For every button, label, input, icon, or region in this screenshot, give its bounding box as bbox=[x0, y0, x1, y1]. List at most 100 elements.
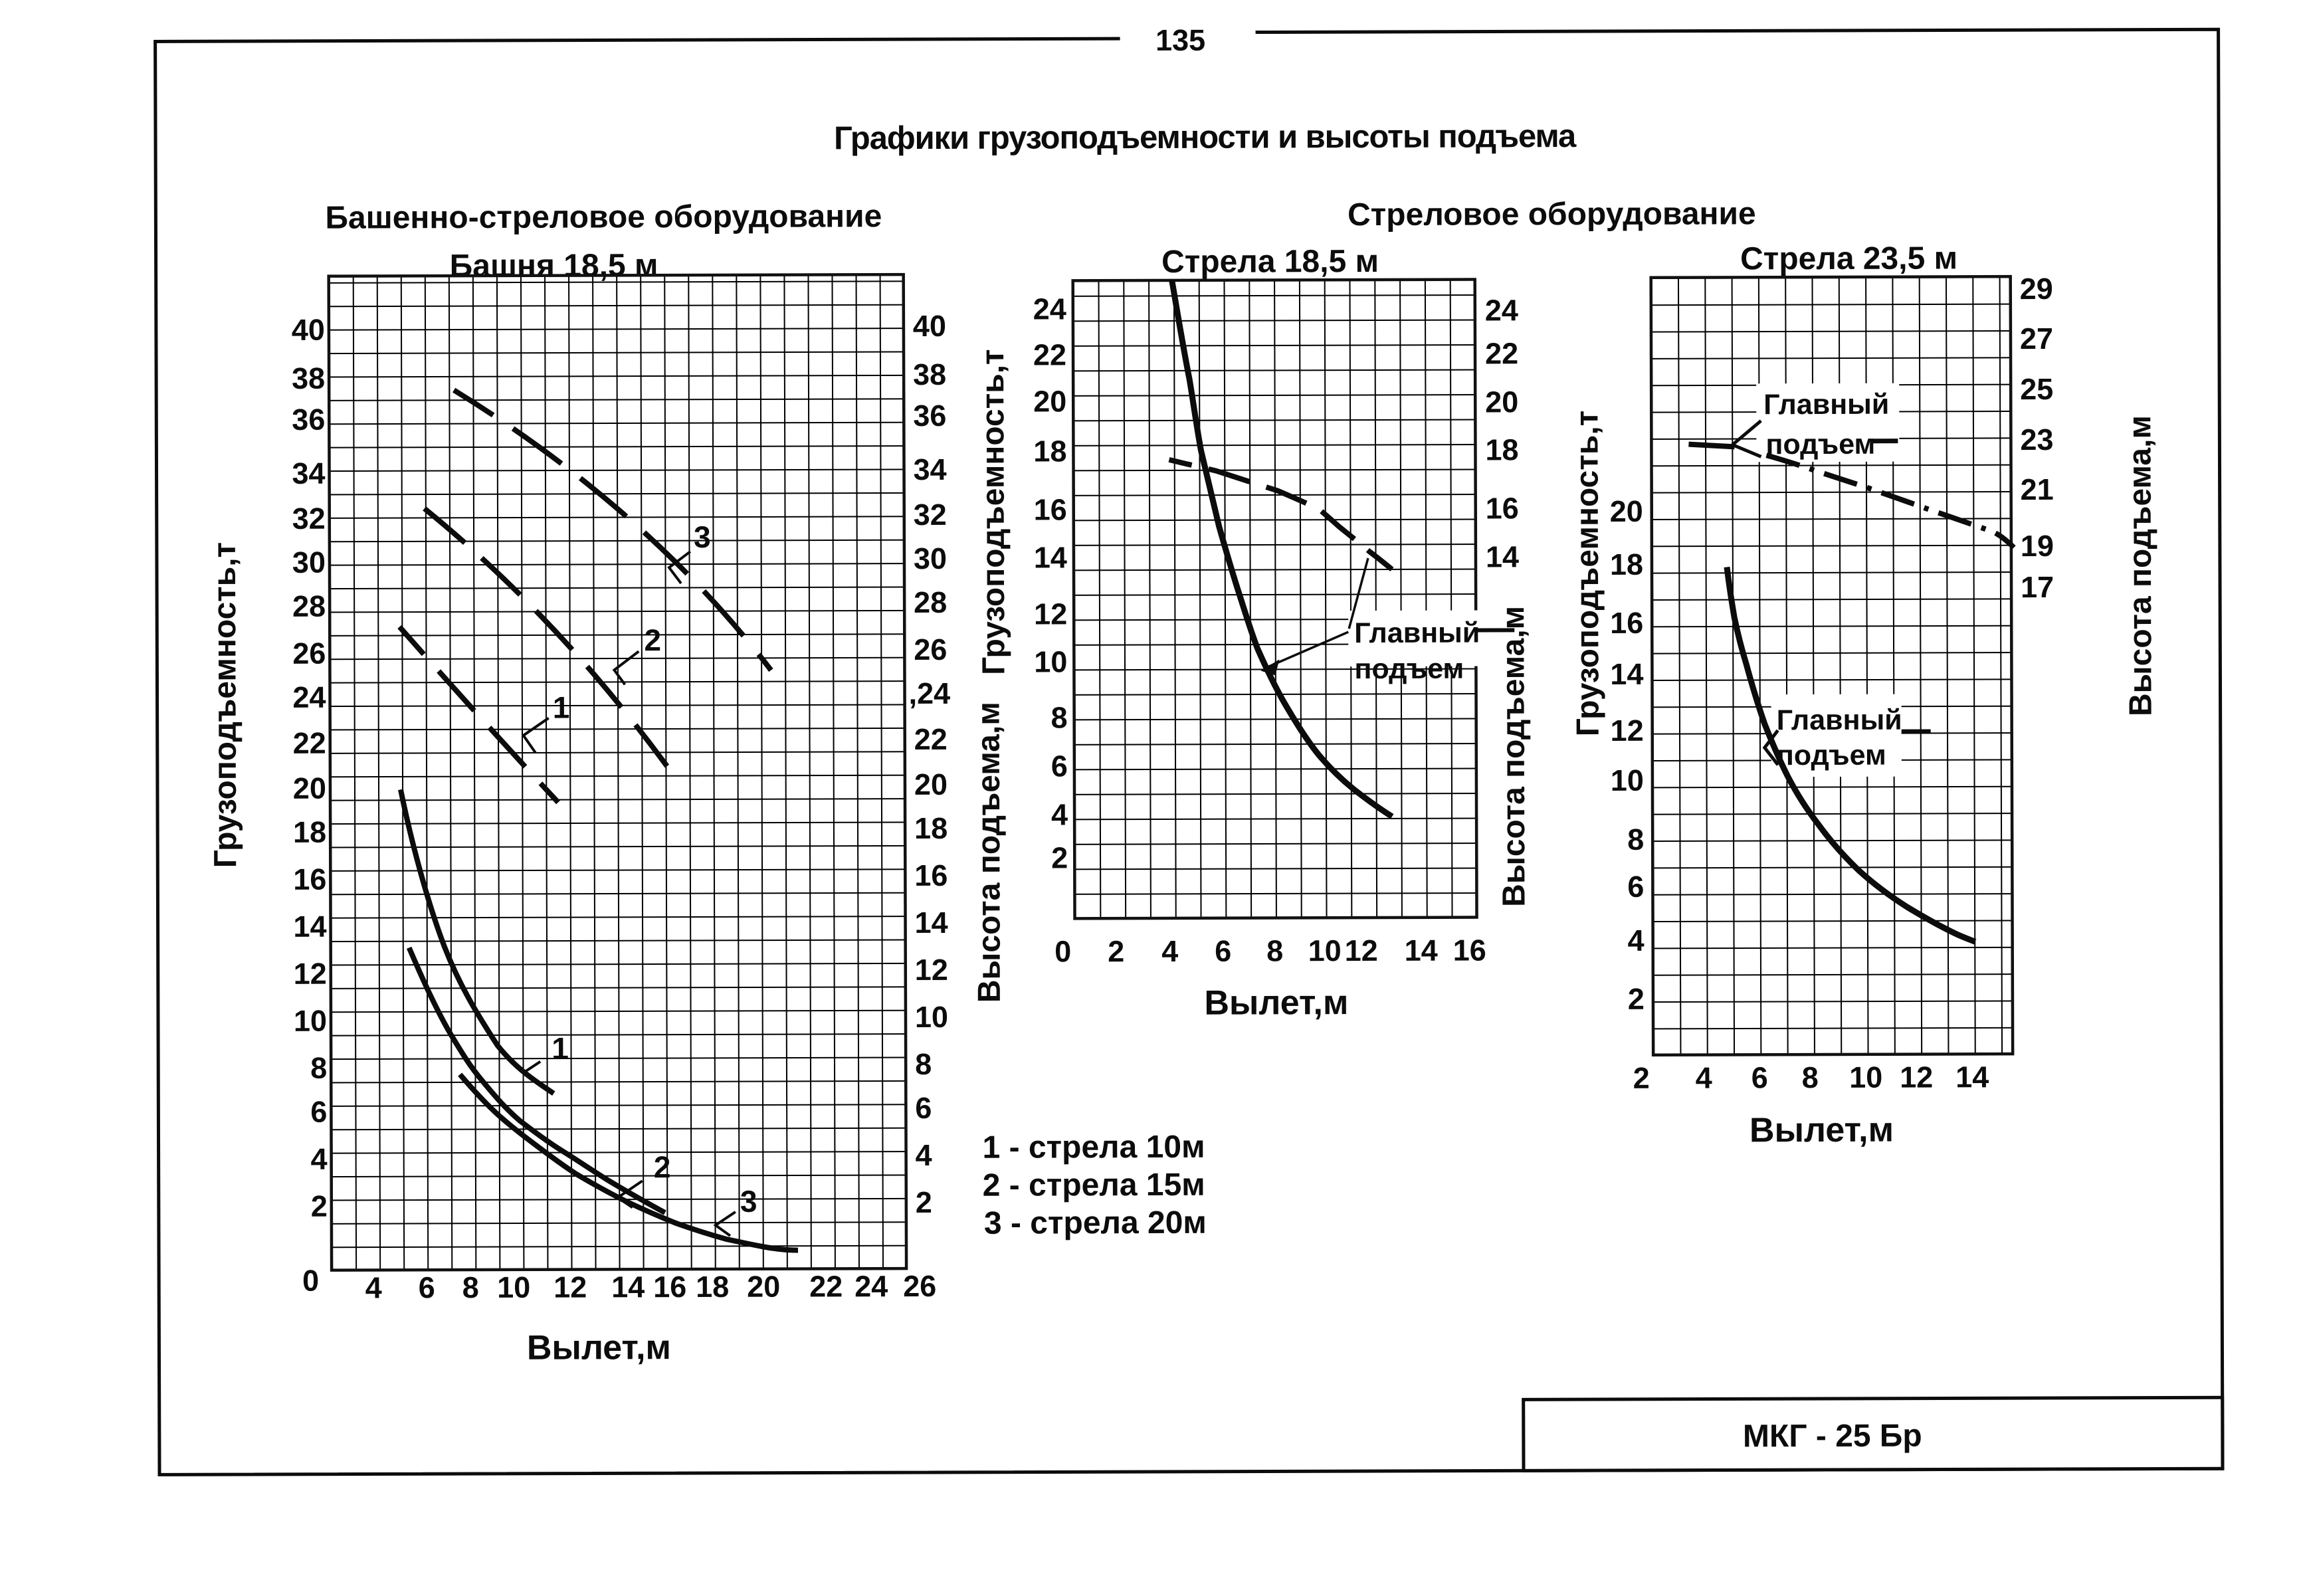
svg-text:18: 18 bbox=[1485, 433, 1518, 466]
svg-text:10: 10 bbox=[294, 1004, 327, 1038]
svg-text:0: 0 bbox=[1054, 934, 1071, 968]
svg-text:2: 2 bbox=[654, 1149, 671, 1184]
svg-text:подъем: подъем bbox=[1777, 740, 1886, 771]
svg-text:8: 8 bbox=[1051, 700, 1068, 734]
svg-text:18: 18 bbox=[293, 815, 326, 849]
svg-text:Стрела 18,5 м: Стрела 18,5 м bbox=[1161, 244, 1379, 280]
svg-text:24: 24 bbox=[292, 680, 326, 714]
svg-text:6: 6 bbox=[310, 1095, 327, 1129]
svg-text:12: 12 bbox=[553, 1270, 587, 1304]
svg-text:Графики грузоподъемности и выс: Графики грузоподъемности и высоты подъем… bbox=[834, 118, 1577, 156]
svg-text:30: 30 bbox=[292, 546, 326, 579]
svg-text:10: 10 bbox=[1849, 1060, 1882, 1094]
svg-text:3: 3 bbox=[740, 1184, 757, 1219]
svg-text:18: 18 bbox=[696, 1270, 729, 1304]
svg-text:3: 3 bbox=[694, 520, 711, 554]
svg-text:135: 135 bbox=[1155, 23, 1205, 57]
svg-text:Высота подъема,м: Высота подъема,м bbox=[2122, 415, 2158, 716]
svg-text:подъем: подъем bbox=[1765, 429, 1875, 460]
svg-text:12: 12 bbox=[1345, 934, 1378, 967]
svg-text:24: 24 bbox=[1033, 292, 1066, 326]
svg-text:Высота подъема,м: Высота подъема,м bbox=[971, 702, 1007, 1003]
svg-text:Главный: Главный bbox=[1354, 617, 1480, 650]
svg-text:28: 28 bbox=[292, 589, 326, 623]
svg-text:12: 12 bbox=[915, 953, 948, 987]
svg-text:40: 40 bbox=[913, 309, 946, 343]
svg-text:28: 28 bbox=[914, 585, 947, 619]
svg-text:10: 10 bbox=[497, 1270, 530, 1304]
svg-text:20: 20 bbox=[1485, 385, 1518, 419]
svg-text:27: 27 bbox=[2020, 322, 2053, 355]
svg-text:8: 8 bbox=[462, 1270, 479, 1304]
svg-text:1 - стрела 10м: 1 - стрела 10м bbox=[982, 1130, 1205, 1165]
svg-text:16: 16 bbox=[1486, 491, 1519, 525]
svg-text:10: 10 bbox=[1034, 645, 1067, 678]
svg-text:12: 12 bbox=[294, 957, 327, 991]
svg-text:6: 6 bbox=[915, 1091, 932, 1125]
svg-text:4: 4 bbox=[1161, 934, 1178, 968]
svg-text:40: 40 bbox=[292, 313, 325, 347]
svg-text:Грузоподъемность,т: Грузоподъемность,т bbox=[975, 349, 1011, 675]
svg-text:2 - стрела 15м: 2 - стрела 15м bbox=[983, 1167, 1205, 1203]
svg-text:Стрела 23,5 м: Стрела 23,5 м bbox=[1740, 241, 1957, 276]
svg-text:24: 24 bbox=[1485, 293, 1518, 327]
svg-text:20: 20 bbox=[747, 1270, 780, 1304]
svg-text:Вылет,м: Вылет,м bbox=[1750, 1111, 1894, 1150]
svg-text:1: 1 bbox=[551, 1031, 569, 1066]
svg-text:26: 26 bbox=[292, 637, 326, 670]
svg-text:4: 4 bbox=[1696, 1060, 1712, 1094]
svg-text:20: 20 bbox=[1610, 494, 1643, 528]
svg-text:Главный: Главный bbox=[1777, 704, 1902, 737]
svg-text:26: 26 bbox=[914, 633, 947, 666]
svg-text:10: 10 bbox=[1308, 934, 1342, 967]
svg-text:38: 38 bbox=[292, 361, 325, 395]
svg-text:36: 36 bbox=[913, 399, 946, 433]
svg-text:18: 18 bbox=[914, 811, 948, 845]
svg-text:14: 14 bbox=[293, 910, 326, 944]
svg-text:34: 34 bbox=[913, 452, 946, 486]
svg-text:4: 4 bbox=[365, 1270, 382, 1304]
svg-text:32: 32 bbox=[914, 498, 947, 532]
svg-text:20: 20 bbox=[914, 767, 948, 801]
svg-text:16: 16 bbox=[653, 1270, 686, 1304]
svg-text:2: 2 bbox=[311, 1189, 328, 1223]
svg-text:4: 4 bbox=[1628, 924, 1645, 957]
svg-text:6: 6 bbox=[1627, 870, 1644, 904]
svg-text:1: 1 bbox=[553, 690, 570, 725]
svg-text:10: 10 bbox=[915, 1000, 948, 1034]
svg-text:12: 12 bbox=[1900, 1060, 1933, 1094]
svg-text:16: 16 bbox=[1034, 492, 1067, 526]
svg-text:14: 14 bbox=[1034, 540, 1067, 574]
svg-text:18: 18 bbox=[1610, 548, 1643, 581]
svg-text:17: 17 bbox=[2021, 570, 2054, 604]
svg-text:6: 6 bbox=[1215, 934, 1231, 968]
svg-text:4: 4 bbox=[916, 1138, 932, 1172]
svg-text:21: 21 bbox=[2021, 472, 2054, 506]
svg-text:Вылет,м: Вылет,м bbox=[527, 1328, 671, 1367]
svg-text:2: 2 bbox=[916, 1185, 932, 1219]
svg-text:подъем: подъем bbox=[1354, 653, 1464, 685]
svg-text:8: 8 bbox=[1266, 934, 1283, 967]
svg-text:38: 38 bbox=[913, 357, 946, 391]
svg-text:8: 8 bbox=[915, 1047, 932, 1081]
svg-text:14: 14 bbox=[1486, 540, 1519, 573]
svg-text:4: 4 bbox=[1051, 797, 1068, 831]
svg-text:Главный: Главный bbox=[1763, 389, 1889, 421]
svg-text:32: 32 bbox=[292, 502, 326, 536]
svg-text:18: 18 bbox=[1033, 434, 1066, 468]
svg-text:Вылет,м: Вылет,м bbox=[1204, 983, 1348, 1023]
svg-text:34: 34 bbox=[292, 456, 325, 490]
svg-text:МКГ - 25 Бр: МКГ - 25 Бр bbox=[1743, 1419, 1922, 1454]
svg-text:3 - стрела 20м: 3 - стрела 20м bbox=[984, 1205, 1207, 1241]
svg-text:0: 0 bbox=[302, 1264, 319, 1298]
svg-text:14: 14 bbox=[1955, 1060, 1989, 1094]
svg-text:22: 22 bbox=[914, 722, 948, 756]
svg-text:,24: ,24 bbox=[908, 676, 950, 710]
svg-text:14: 14 bbox=[914, 906, 948, 940]
svg-text:Грузоподъемность,т: Грузоподъемность,т bbox=[207, 542, 243, 868]
svg-text:36: 36 bbox=[292, 403, 325, 437]
svg-text:14: 14 bbox=[1405, 934, 1438, 967]
svg-text:16: 16 bbox=[914, 858, 948, 892]
svg-text:6: 6 bbox=[1051, 749, 1068, 783]
svg-text:25: 25 bbox=[2020, 372, 2053, 406]
